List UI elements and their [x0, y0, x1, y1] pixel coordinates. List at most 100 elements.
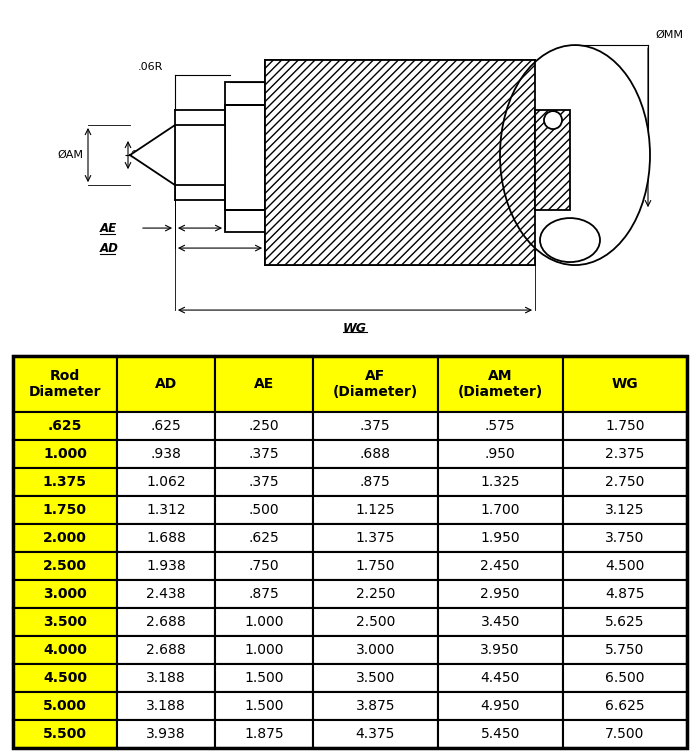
Bar [225, 105, 265, 210]
Text: 2.688: 2.688 [146, 615, 186, 629]
Text: 1.325: 1.325 [480, 475, 520, 489]
Text: 1.125: 1.125 [356, 503, 395, 517]
Bar [438, 552, 563, 580]
Bar [563, 552, 687, 580]
Text: 2.000: 2.000 [43, 531, 87, 545]
Bar [563, 636, 687, 664]
Bar [13, 356, 117, 412]
Bar [438, 636, 563, 664]
Bar [265, 60, 535, 265]
Bar [117, 496, 215, 524]
Bar [313, 720, 438, 748]
Text: 1.312: 1.312 [146, 503, 186, 517]
Bar [438, 468, 563, 496]
Text: 2.438: 2.438 [146, 587, 186, 601]
Text: 2.375: 2.375 [606, 447, 645, 461]
Bar [13, 608, 117, 636]
Text: 4.450: 4.450 [480, 671, 520, 685]
Text: .938: .938 [150, 447, 181, 461]
Text: AE: AE [100, 221, 117, 235]
Text: 3.450: 3.450 [480, 615, 520, 629]
Bar [117, 468, 215, 496]
Text: 6.500: 6.500 [606, 671, 645, 685]
Text: 7.500: 7.500 [606, 727, 645, 741]
Text: 2.688: 2.688 [146, 643, 186, 657]
Bar [313, 552, 438, 580]
Bar [313, 412, 438, 440]
Text: 1.000: 1.000 [43, 447, 87, 461]
Bar [13, 636, 117, 664]
Bar [117, 412, 215, 440]
Text: 1.750: 1.750 [43, 503, 87, 517]
Text: 1.700: 1.700 [480, 503, 520, 517]
Text: .875: .875 [248, 587, 279, 601]
Text: 3.938: 3.938 [146, 727, 186, 741]
Text: 1.938: 1.938 [146, 559, 186, 573]
Bar [225, 82, 265, 105]
Bar [225, 210, 265, 232]
Bar [117, 636, 215, 664]
Bar [13, 440, 117, 468]
Text: 1.000: 1.000 [244, 643, 284, 657]
Bar [563, 608, 687, 636]
Text: .750: .750 [248, 559, 279, 573]
Bar [313, 524, 438, 552]
Bar [13, 692, 117, 720]
Bar [13, 664, 117, 692]
Text: 4.950: 4.950 [480, 699, 520, 713]
Text: 2.450: 2.450 [480, 559, 520, 573]
Text: AM
(Diameter): AM (Diameter) [458, 369, 542, 399]
Text: 1.000: 1.000 [244, 615, 284, 629]
Text: 4.500: 4.500 [606, 559, 645, 573]
Text: 3.950: 3.950 [480, 643, 520, 657]
Text: 1.500: 1.500 [244, 699, 284, 713]
Text: 6.625: 6.625 [606, 699, 645, 713]
Text: 5.750: 5.750 [606, 643, 645, 657]
Text: Rod
Diameter: Rod Diameter [29, 369, 101, 399]
Text: 1.062: 1.062 [146, 475, 186, 489]
Text: 1.950: 1.950 [480, 531, 520, 545]
Bar [215, 580, 313, 608]
Text: AD: AD [155, 377, 177, 391]
Bar [563, 468, 687, 496]
Bar [313, 496, 438, 524]
Bar [215, 552, 313, 580]
Text: 3.188: 3.188 [146, 671, 186, 685]
Bar [438, 580, 563, 608]
Bar [563, 720, 687, 748]
Bar [313, 356, 438, 412]
Text: 4.875: 4.875 [606, 587, 645, 601]
Bar [215, 524, 313, 552]
Bar [215, 468, 313, 496]
Text: 3.500: 3.500 [43, 615, 87, 629]
Text: 4.000: 4.000 [43, 643, 87, 657]
Text: .250: .250 [248, 419, 279, 433]
Text: 3.000: 3.000 [356, 643, 395, 657]
Bar [215, 664, 313, 692]
Text: 3.188: 3.188 [146, 699, 186, 713]
Bar [13, 412, 117, 440]
Text: .375: .375 [248, 475, 279, 489]
Bar [117, 720, 215, 748]
Text: 2.500: 2.500 [356, 615, 395, 629]
Bar [117, 524, 215, 552]
Text: .950: .950 [485, 447, 515, 461]
Bar [313, 468, 438, 496]
Text: .688: .688 [360, 447, 391, 461]
Text: 2.500: 2.500 [43, 559, 87, 573]
Bar [313, 580, 438, 608]
Bar [215, 496, 313, 524]
Text: 2.950: 2.950 [480, 587, 520, 601]
Text: 2.250: 2.250 [356, 587, 395, 601]
Text: .06R: .06R [137, 62, 162, 72]
Bar [175, 125, 225, 185]
Bar [117, 552, 215, 580]
Text: 5.450: 5.450 [480, 727, 520, 741]
Ellipse shape [500, 45, 650, 265]
Text: .875: .875 [360, 475, 391, 489]
Bar [563, 692, 687, 720]
Bar [215, 412, 313, 440]
Bar [438, 440, 563, 468]
Bar [215, 440, 313, 468]
Bar [313, 636, 438, 664]
